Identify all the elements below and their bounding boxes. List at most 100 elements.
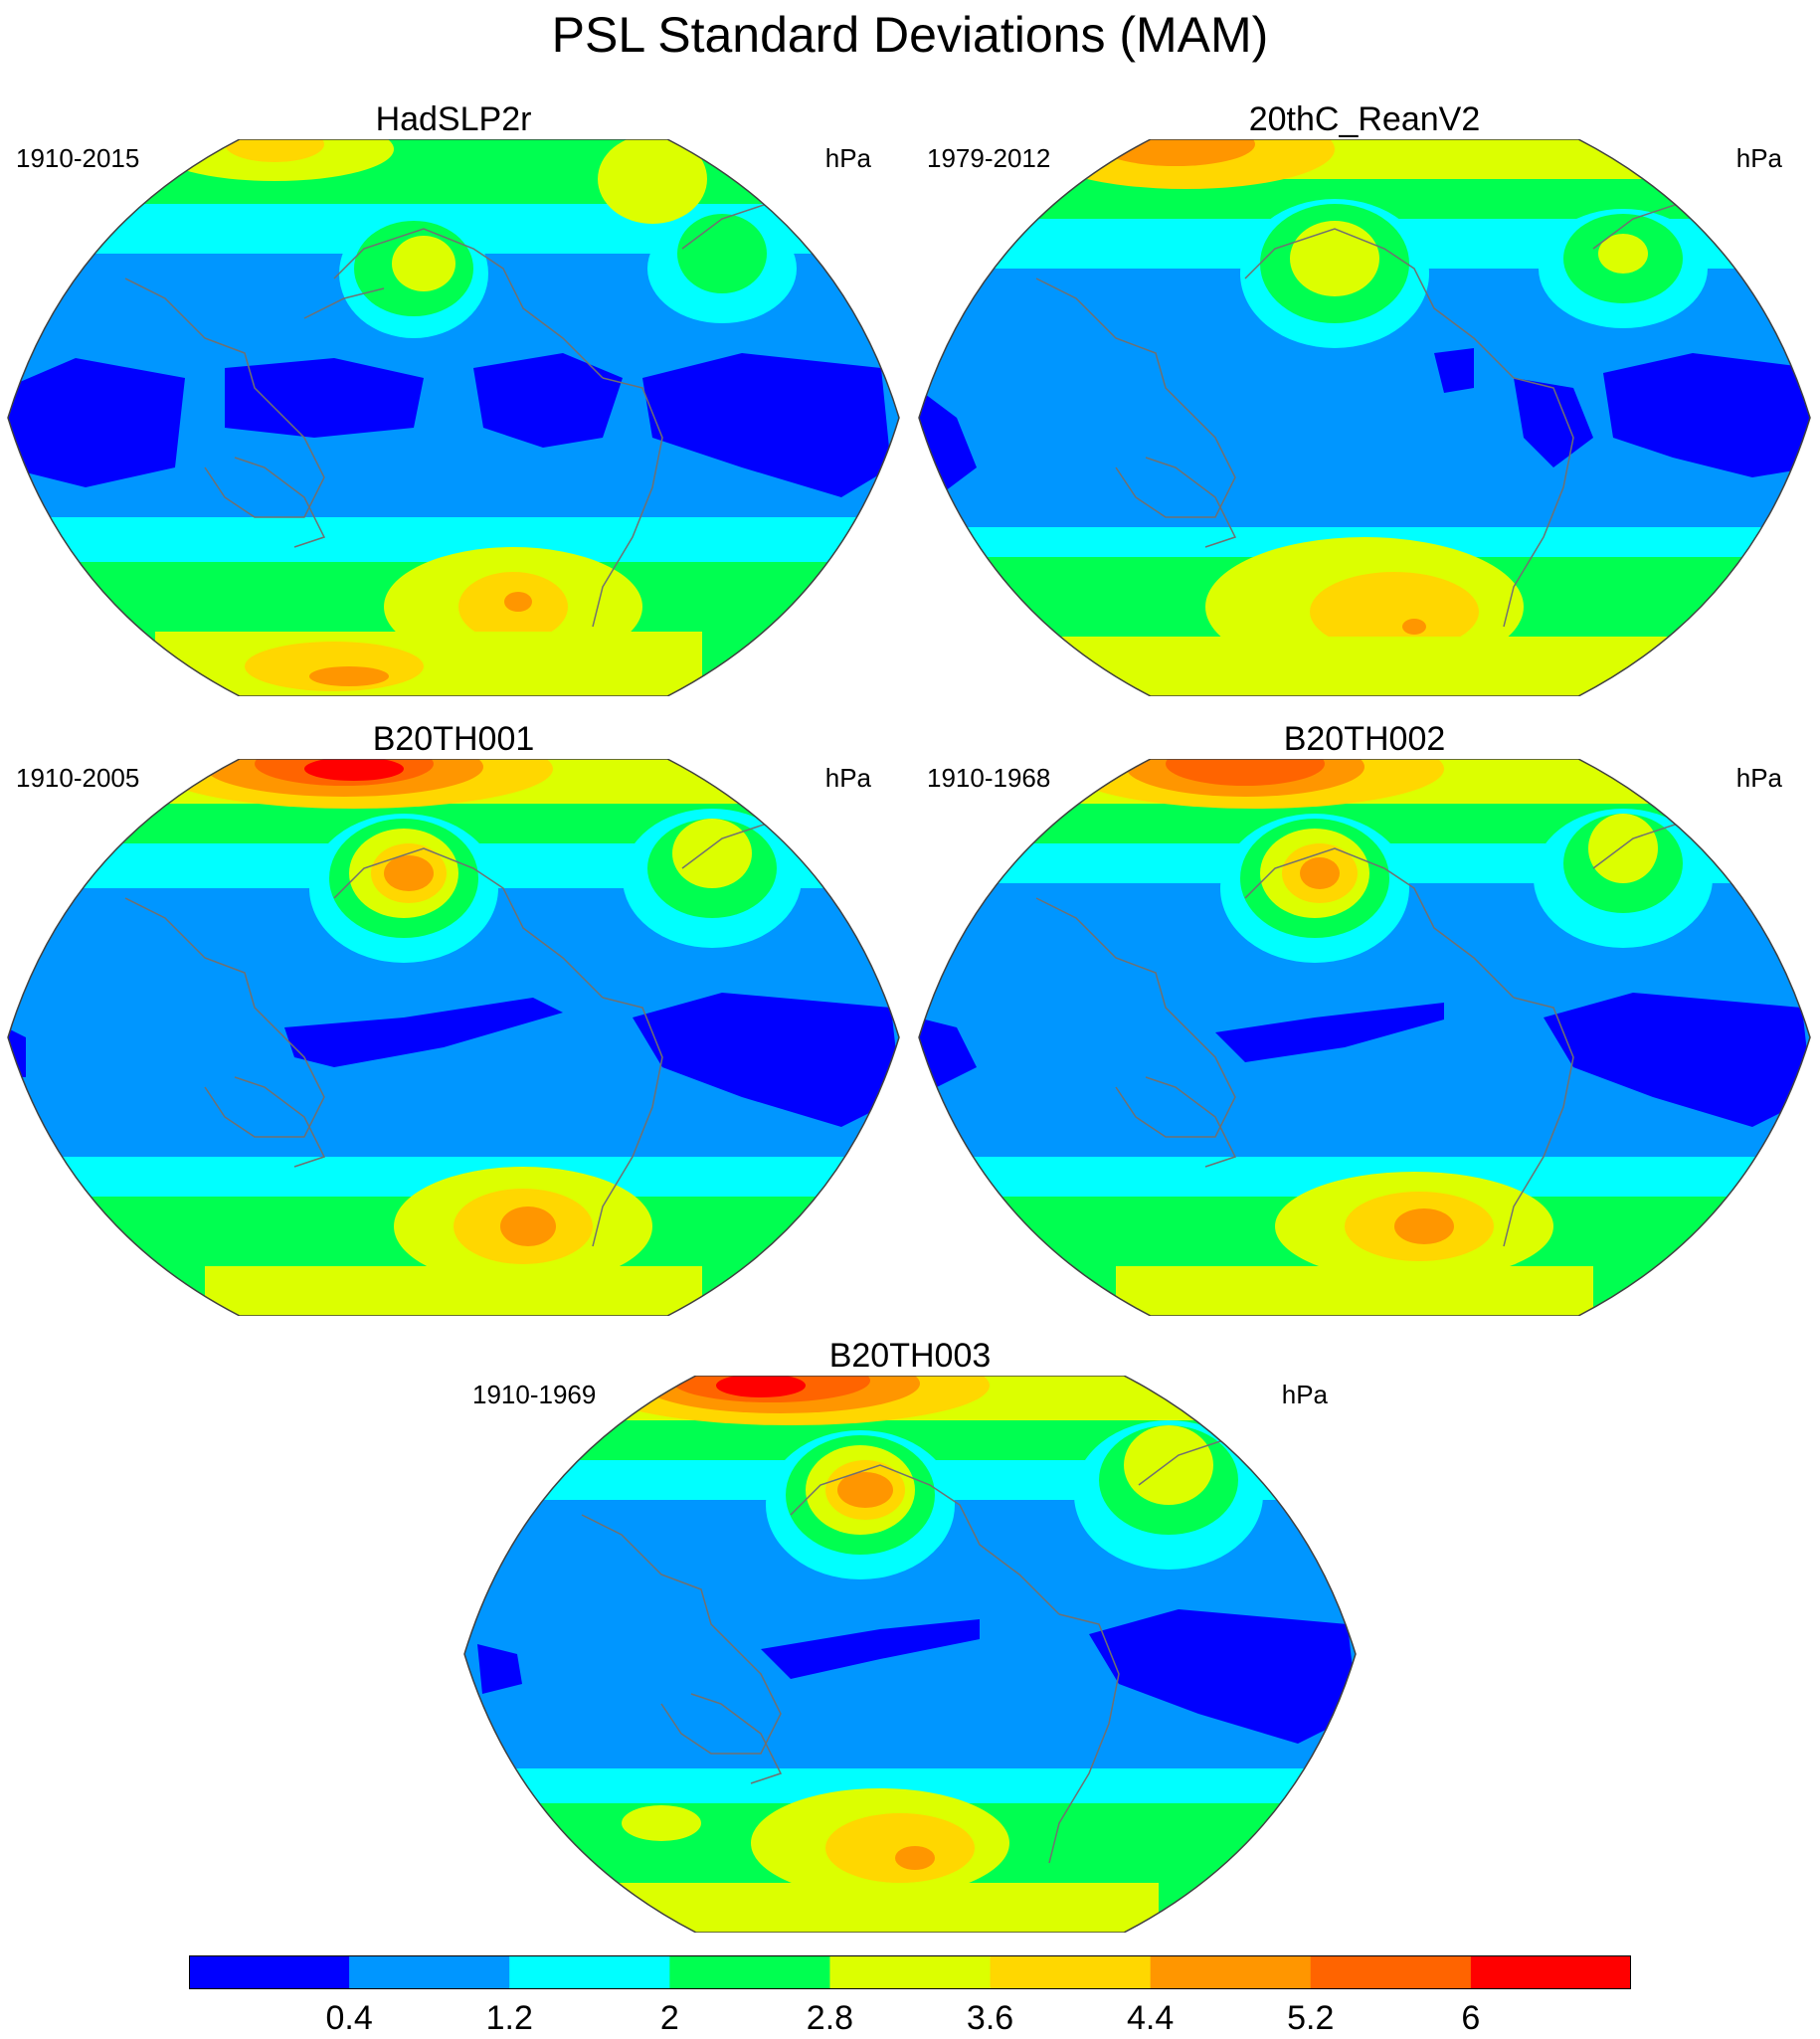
figure-title: PSL Standard Deviations (MAM)	[551, 7, 1269, 63]
map-frame	[7, 139, 900, 696]
contour-band	[716, 1376, 806, 1397]
panel-title: HadSLP2r	[375, 100, 532, 138]
map-frame	[918, 139, 1811, 696]
map-panel-b20th001: B20TH001 1910-2005 hPa	[6, 719, 901, 1316]
colorbar-swatches	[189, 1955, 1631, 1989]
contour-band	[672, 819, 752, 888]
contour-band	[677, 214, 767, 293]
colorbar	[189, 1955, 1631, 1989]
contour-band	[225, 139, 324, 162]
robinson-map	[918, 139, 1811, 696]
contour-band	[598, 139, 707, 224]
contour-band	[1402, 619, 1426, 635]
low-variance-region	[477, 1644, 522, 1694]
low-variance-region	[633, 993, 899, 1127]
colorbar-swatch	[1150, 1955, 1312, 1989]
low-variance-region	[919, 1018, 977, 1087]
robinson-map	[7, 759, 900, 1316]
panel-unit: hPa	[1735, 143, 1782, 173]
panel-title: B20TH002	[1283, 720, 1446, 758]
contour-band	[1166, 759, 1325, 786]
colorbar-swatch	[509, 1955, 670, 1989]
panel-period: 1979-2012	[927, 143, 1051, 173]
low-variance-region	[1514, 378, 1593, 467]
colorbar-swatch	[990, 1955, 1152, 1989]
contour-band	[919, 139, 1810, 179]
panel-unit: hPa	[824, 763, 871, 793]
contour-band	[384, 855, 434, 891]
map-panel-hadslp2r: HadSLP2r 1910-2015 hPa	[6, 99, 901, 696]
low-variance-region	[642, 353, 891, 497]
colorbar-labels: 0.4 1.2 2 2.8 3.6 4.4 5.2 6	[189, 1999, 1631, 2039]
map-panel-b20th003: B20TH003 1910-1969 hPa	[462, 1336, 1358, 1933]
colorbar-border	[189, 1955, 1631, 1989]
panel-title: B20TH001	[372, 720, 535, 758]
contour-band	[622, 1805, 701, 1841]
panel-unit: hPa	[1281, 1380, 1328, 1409]
colorbar-tick-label: 5.2	[1287, 1999, 1335, 2037]
contour-band	[837, 1472, 893, 1508]
colorbar-tick-label: 1.2	[485, 1999, 533, 2037]
panel-unit: hPa	[824, 143, 871, 173]
map-frame	[463, 1376, 1357, 1933]
contour-band	[1300, 857, 1340, 889]
contour-band	[304, 759, 404, 781]
colorbar-tick-label: 6	[1461, 1999, 1481, 2037]
map-frame	[918, 759, 1811, 1316]
contour-band	[1588, 814, 1658, 883]
panel-title: 20thC_ReanV2	[1248, 100, 1481, 138]
contour-band	[612, 1883, 1159, 1933]
contour-band	[1124, 1425, 1213, 1505]
colorbar-tick-label: 0.4	[325, 1999, 373, 2037]
contour-band	[1598, 234, 1648, 274]
contour-band	[1394, 1208, 1454, 1244]
panel-period: 1910-1968	[927, 763, 1051, 793]
contour-band	[155, 632, 702, 696]
low-variance-region	[225, 358, 424, 438]
colorbar-swatch	[829, 1955, 992, 1989]
robinson-map	[918, 759, 1811, 1316]
low-variance-region	[473, 353, 623, 448]
map-panel-b20th002: B20TH002 1910-1968 hPa	[917, 719, 1812, 1316]
low-variance-region	[1089, 1609, 1356, 1744]
colorbar-tick-label: 3.6	[966, 1999, 1014, 2037]
contour-band	[500, 1206, 556, 1246]
robinson-map	[463, 1376, 1357, 1933]
panel-unit: hPa	[1735, 763, 1782, 793]
map-frame	[7, 759, 900, 1316]
contour-band	[392, 236, 455, 291]
map-panel-20thc-reanv2: 20thC_ReanV2 1979-2012 hPa	[917, 99, 1812, 696]
low-variance-region	[761, 1619, 980, 1679]
colorbar-swatch	[1470, 1955, 1631, 1989]
low-variance-region	[1215, 1003, 1444, 1062]
robinson-map	[7, 139, 900, 696]
low-variance-region	[284, 998, 563, 1067]
panel-period: 1910-1969	[472, 1380, 597, 1409]
contour-band	[825, 1813, 975, 1883]
colorbar-swatch	[1310, 1955, 1472, 1989]
contour-band	[1310, 572, 1479, 651]
colorbar-tick-label: 2	[659, 1999, 679, 2037]
coastlines	[1035, 818, 1773, 1247]
colorbar-swatch	[349, 1955, 510, 1989]
colorbar-swatch	[189, 1955, 350, 1989]
contour-band	[1036, 637, 1683, 696]
contour-band	[8, 139, 899, 204]
panel-period: 1910-2005	[16, 763, 140, 793]
contour-band	[1096, 139, 1255, 166]
colorbar-tick-label: 4.4	[1127, 1999, 1175, 2037]
contour-band	[895, 1846, 935, 1870]
contour-band	[504, 592, 532, 612]
panel-title: B20TH003	[828, 1337, 992, 1375]
contour-band	[309, 666, 389, 686]
low-variance-region	[8, 358, 185, 487]
contour-band	[1116, 1266, 1593, 1316]
contour-band	[1290, 221, 1379, 296]
low-variance-region	[1434, 348, 1474, 393]
colorbar-tick-label: 2.8	[806, 1999, 854, 2037]
contour-band	[205, 1266, 702, 1316]
panel-period: 1910-2015	[16, 143, 140, 173]
colorbar-swatch	[669, 1955, 830, 1989]
low-variance-region	[1544, 993, 1810, 1127]
low-variance-region	[1603, 353, 1810, 477]
